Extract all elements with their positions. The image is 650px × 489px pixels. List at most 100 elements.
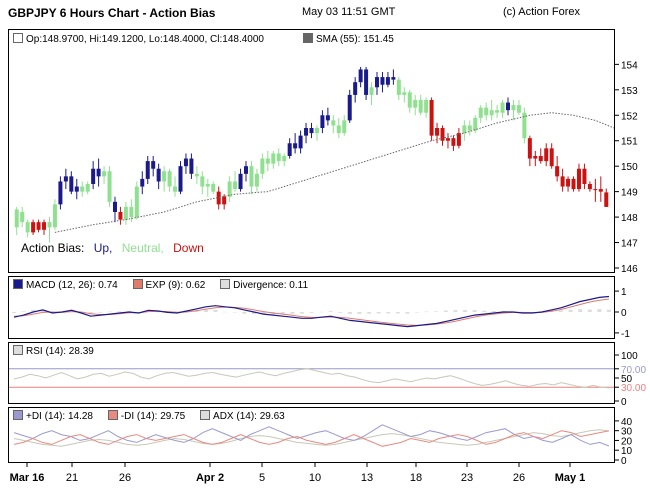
x-axis-label: 5 — [259, 472, 265, 484]
price-y-axis-label: 151 — [621, 137, 638, 148]
plus-di-legend-swatch — [13, 410, 23, 420]
sma-label: SMA (55): 151.45 — [316, 34, 394, 45]
rsi-panel: RSI (14): 28.39 — [8, 342, 615, 404]
timestamp: May 03 11:51 GMT — [302, 6, 396, 18]
candle-body — [42, 222, 47, 230]
x-axis-label: 13 — [361, 472, 373, 484]
candle-body — [52, 204, 57, 228]
divergence-bar — [319, 311, 324, 313]
candle-body — [364, 69, 369, 95]
candle-body — [140, 178, 145, 187]
candle-body — [183, 158, 188, 167]
divergence-bar — [463, 310, 468, 312]
divergence-bar — [251, 312, 256, 315]
adx-legend-swatch — [200, 410, 211, 420]
x-axis-label: 23 — [461, 472, 473, 484]
price-y-axis-label: 149 — [621, 188, 638, 199]
candle-body — [222, 196, 227, 205]
x-axis-label: Mar 16 — [10, 472, 45, 484]
candle-body — [604, 192, 609, 207]
adx-legend: +DI (14): 14.28 -DI (14): 29.75 ADX (14)… — [13, 410, 285, 422]
price-y-axis-label: 152 — [621, 111, 638, 122]
candle-body — [407, 92, 412, 108]
divergence-bar — [482, 310, 487, 312]
candle-body — [205, 184, 210, 187]
divergence-bar — [21, 311, 26, 312]
divergence-bar — [405, 312, 410, 314]
candle-body — [102, 171, 107, 177]
divergence-bar — [242, 312, 247, 314]
candle-body — [156, 168, 161, 182]
macd-panel: MACD (12, 26): 0.74 EXP (9): 0.62 Diverg… — [8, 276, 615, 339]
divergence-bar — [357, 312, 362, 314]
candle-body — [167, 171, 172, 187]
candle-body — [134, 186, 139, 218]
candle-body — [347, 94, 352, 121]
candle-body — [320, 115, 325, 128]
candle-body — [516, 105, 521, 113]
candle-body — [63, 176, 68, 182]
divergence-bar — [578, 309, 583, 312]
candle-body — [238, 173, 243, 190]
adx-label: ADX (14): 29.63 — [213, 411, 285, 422]
candle-body — [522, 112, 527, 139]
sma-legend: SMA (55): 151.45 — [303, 33, 394, 45]
candle-body — [582, 168, 587, 184]
divergence-bar — [299, 312, 304, 314]
candle-body — [58, 181, 63, 205]
divergence-bar — [386, 312, 391, 314]
rsi-line — [13, 368, 610, 389]
candle-body — [243, 166, 248, 174]
divergence-bar — [12, 312, 16, 314]
divergence-bar — [213, 309, 218, 312]
candle-body — [336, 125, 341, 134]
divergence-bar — [117, 311, 122, 312]
divergence-bar — [607, 309, 611, 312]
candle-body — [549, 148, 554, 167]
candle-body — [369, 87, 374, 95]
divergence-label: Divergence: 0.11 — [233, 280, 308, 291]
price-panel: Op:148.9700, Hi:149.1200, Lo:148.4000, C… — [8, 29, 615, 273]
candle-body — [287, 143, 292, 156]
action-bias-legend: Action Bias: Up, Neutral, Down — [21, 241, 204, 255]
candle-body — [462, 125, 467, 134]
candle-body — [440, 128, 445, 141]
divergence-bar — [203, 309, 208, 312]
candle-body — [544, 148, 549, 162]
divergence-bar — [232, 312, 237, 313]
adx-chart — [13, 424, 610, 447]
candle-body — [227, 181, 232, 197]
minus-di-line — [13, 430, 610, 447]
ohlc-label: Op:148.9700, Hi:149.1200, Lo:148.4000, C… — [26, 34, 264, 45]
candle-body — [571, 178, 576, 190]
candle-body — [265, 158, 270, 164]
macd-label: MACD (12, 26): 0.74 — [26, 280, 118, 291]
candle-body — [20, 212, 25, 223]
divergence-bar — [31, 309, 36, 312]
candle-body — [353, 82, 358, 95]
candle-body — [276, 153, 281, 162]
divergence-bar — [155, 311, 160, 313]
x-axis-label: 26 — [119, 472, 131, 484]
candle-body — [500, 102, 505, 113]
candle-body — [587, 184, 592, 190]
rsi-level70-label: 70.00 — [621, 365, 646, 376]
exp-legend-swatch — [132, 279, 143, 289]
candle-body — [527, 138, 532, 159]
x-axis-label: Apr 2 — [196, 472, 224, 484]
candle-body — [85, 184, 90, 192]
rsi-legend-swatch — [13, 345, 23, 355]
candle-body — [331, 120, 336, 126]
copyright: (c) Action Forex — [503, 6, 581, 18]
divergence-legend-swatch — [220, 279, 231, 289]
candle-body — [533, 156, 538, 159]
sma-legend-swatch — [303, 33, 313, 43]
price-y-axis-label: 148 — [621, 213, 638, 224]
candle-body — [211, 184, 216, 192]
divergence-bar — [443, 310, 448, 312]
candle-body — [254, 173, 259, 187]
candle-body — [304, 128, 309, 136]
candle-body — [200, 176, 205, 187]
candle-body — [293, 143, 298, 149]
candle-body — [566, 178, 571, 187]
